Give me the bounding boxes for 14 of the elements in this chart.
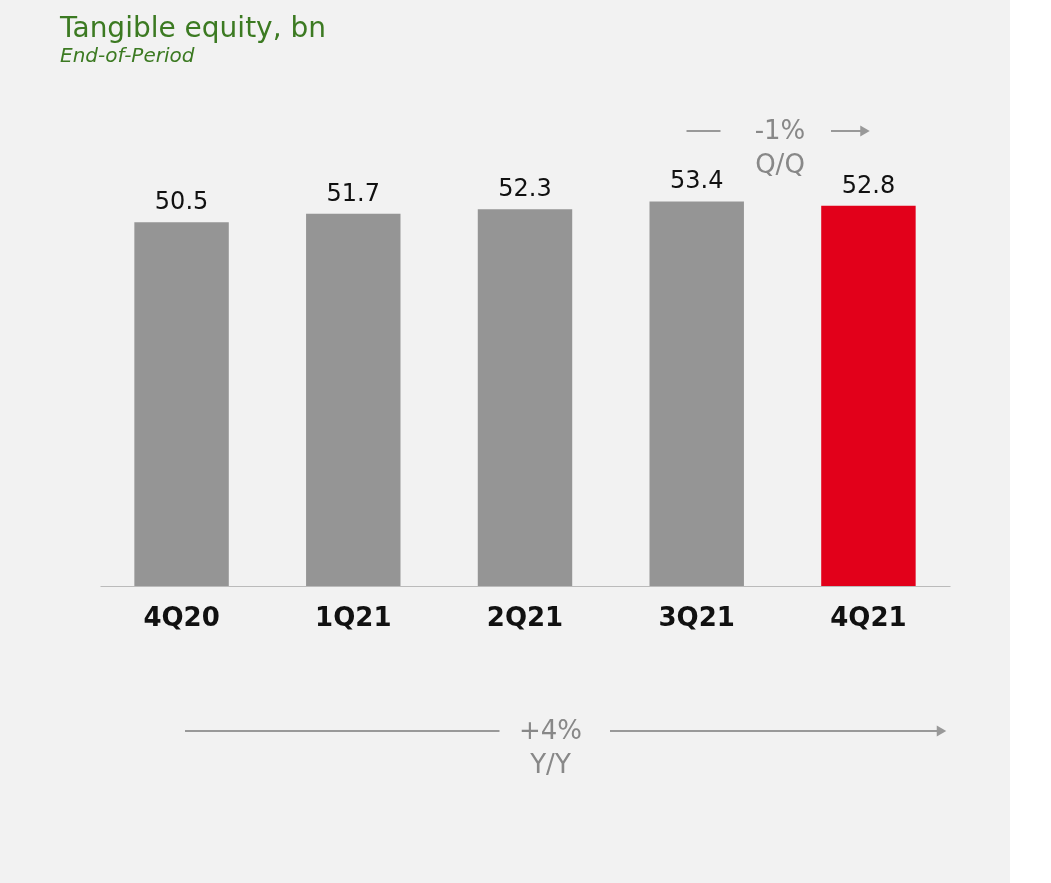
data-label: 51.7 — [326, 178, 380, 207]
x-tick-label: 3Q21 — [658, 601, 735, 632]
chart-subtitle: End-of-Period — [60, 43, 195, 67]
data-label: 52.8 — [841, 170, 896, 199]
x-tick-label: 2Q21 — [486, 601, 564, 632]
x-tick-label: 4Q21 — [830, 601, 907, 632]
data-label: 53.4 — [670, 166, 724, 195]
data-label: 52.3 — [498, 174, 552, 203]
chart-title: Tangible equity, bn — [59, 11, 326, 44]
data-label: 50.5 — [154, 187, 209, 216]
text: +4% Y/Y — [518, 715, 583, 779]
text: -1% Q/Q — [754, 115, 806, 179]
x-tick-label: 1Q21 — [315, 601, 392, 632]
x-tick-label: 4Q20 — [143, 601, 220, 632]
